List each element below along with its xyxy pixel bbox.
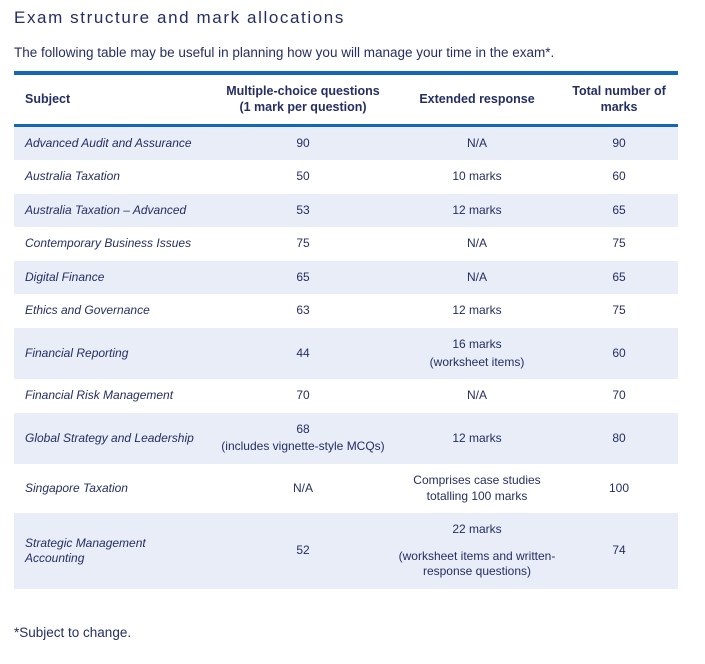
total-marks-cell: 74 xyxy=(612,543,626,558)
total-marks-cell: 100 xyxy=(608,480,630,495)
table-row: Global Strategy and Leadership 68 (includ… xyxy=(14,412,678,465)
mcq-value: 75 xyxy=(296,236,310,251)
extended-response-cell: N/A xyxy=(394,379,560,413)
column-header-label: Multiple-choice questions xyxy=(226,84,380,98)
extended-value: N/A xyxy=(466,135,487,150)
total-marks-cell: 90 xyxy=(612,135,626,150)
subject-cell: Digital Finance xyxy=(25,269,105,284)
extended-response-cell: 12 marks xyxy=(394,413,560,464)
mcq-value: 68 xyxy=(296,421,310,436)
subject-cell: Global Strategy and Leadership xyxy=(25,430,194,445)
mcq-cell: 63 xyxy=(212,294,394,328)
extended-response-cell: 10 marks xyxy=(394,160,560,194)
extended-response-cell: 12 marks xyxy=(394,294,560,328)
table-header: Subject Multiple-choice questions (1 mark… xyxy=(14,73,678,127)
mcq-value: 53 xyxy=(296,202,310,217)
mcq-cell: 50 xyxy=(212,160,394,194)
subject-cell: Australia Taxation – Advanced xyxy=(25,202,187,217)
extended-value: 12 marks xyxy=(452,303,502,318)
column-header-subject: Subject xyxy=(14,73,212,127)
column-header-label: Extended response xyxy=(419,92,535,107)
mcq-cell: 68 (includes vignette-style MCQs) xyxy=(212,413,394,464)
subject-cell: Strategic Management Accounting xyxy=(25,535,146,566)
extended-value: 10 marks xyxy=(452,169,502,184)
extended-note: (worksheet items and written-response qu… xyxy=(398,548,556,579)
mcq-value: N/A xyxy=(292,480,313,495)
subject-cell: Advanced Audit and Assurance xyxy=(25,135,192,150)
subject-cell: Australia Taxation xyxy=(25,169,120,184)
extended-response-cell: 16 marks (worksheet items) xyxy=(394,328,560,379)
mcq-value: 65 xyxy=(296,269,310,284)
extended-response-cell: Comprises case studies totalling 100 mar… xyxy=(394,464,560,513)
extended-value: 22 marks xyxy=(452,522,502,537)
mcq-value: 50 xyxy=(296,169,310,184)
extended-response-cell: N/A xyxy=(394,125,560,160)
column-header-mcq: Multiple-choice questions (1 mark per que… xyxy=(212,73,394,127)
subject-cell: Contemporary Business Issues xyxy=(25,236,192,251)
mcq-value: 70 xyxy=(296,388,310,403)
extended-value: N/A xyxy=(466,269,487,284)
total-marks-cell: 65 xyxy=(612,202,626,217)
table-row: Financial Reporting 44 16 marks (workshee… xyxy=(14,328,678,380)
table-row: Financial Risk Management 70 N/A 70 xyxy=(14,379,678,413)
mcq-cell: 53 xyxy=(212,194,394,228)
table-row: Ethics and Governance 63 12 marks 75 xyxy=(14,294,678,329)
page-title: Exam structure and mark allocations xyxy=(14,8,345,27)
extended-value: N/A xyxy=(466,236,487,251)
header-row: Subject Multiple-choice questions (1 mark… xyxy=(14,73,678,127)
intro-text: The following table may be useful in pla… xyxy=(14,45,555,60)
mcq-value: 44 xyxy=(296,345,310,360)
column-header-label: Total number of marks xyxy=(572,84,666,115)
mcq-cell: 90 xyxy=(212,125,394,160)
extended-response-cell: 22 marks (worksheet items and written-res… xyxy=(394,513,560,589)
extended-value: 12 marks xyxy=(452,202,502,217)
column-header-total-marks: Total number of marks xyxy=(560,73,678,127)
extended-note: (worksheet items) xyxy=(429,354,525,369)
total-marks-cell: 65 xyxy=(612,269,626,284)
mcq-cell: 52 xyxy=(212,513,394,589)
exam-structure-table: Subject Multiple-choice questions (1 mark… xyxy=(14,71,678,589)
extended-value: N/A xyxy=(466,388,487,403)
table-row: Digital Finance 65 N/A 65 xyxy=(14,260,678,295)
subject-cell: Financial Reporting xyxy=(25,345,129,360)
table-row: Australia Taxation 50 10 marks 60 xyxy=(14,160,678,194)
mcq-value: 52 xyxy=(296,543,310,558)
table-row: Australia Taxation – Advanced 53 12 mark… xyxy=(14,193,678,228)
document-page: Exam structure and mark allocations The … xyxy=(14,8,678,640)
table-row: Strategic Management Accounting 52 22 ma… xyxy=(14,513,678,589)
subject-cell: Singapore Taxation xyxy=(25,480,128,495)
mcq-note: (includes vignette-style MCQs) xyxy=(221,439,385,454)
mcq-value: 90 xyxy=(296,135,310,150)
total-marks-cell: 75 xyxy=(612,236,626,251)
table-row: Singapore Taxation N/A Comprises case st… xyxy=(14,464,678,514)
column-header-sublabel: (1 mark per question) xyxy=(239,100,367,115)
subject-cell: Ethics and Governance xyxy=(25,303,150,318)
total-marks-cell: 75 xyxy=(612,303,626,318)
column-header-extended-response: Extended response xyxy=(394,73,560,127)
footnote-text: *Subject to change. xyxy=(14,625,132,640)
mcq-cell: N/A xyxy=(212,464,394,513)
extended-response-cell: 12 marks xyxy=(394,194,560,228)
extended-value: Comprises case studies totalling 100 mar… xyxy=(413,473,541,503)
mcq-cell: 75 xyxy=(212,227,394,261)
extended-value: 12 marks xyxy=(452,430,502,445)
mcq-cell: 44 xyxy=(212,328,394,379)
total-marks-cell: 70 xyxy=(612,388,626,403)
mcq-cell: 65 xyxy=(212,261,394,295)
mcq-value: 63 xyxy=(296,303,310,318)
extended-value: 16 marks xyxy=(452,337,502,352)
subject-cell: Financial Risk Management xyxy=(25,388,174,403)
column-header-label: Subject xyxy=(25,92,71,107)
extended-response-cell: N/A xyxy=(394,227,560,261)
table-body: Advanced Audit and Assurance 90 N/A 90 A… xyxy=(14,125,678,589)
total-marks-cell: 80 xyxy=(612,430,626,445)
mcq-cell: 70 xyxy=(212,379,394,413)
extended-response-cell: N/A xyxy=(394,261,560,295)
table-row: Advanced Audit and Assurance 90 N/A 90 xyxy=(14,125,678,161)
total-marks-cell: 60 xyxy=(612,169,626,184)
total-marks-cell: 60 xyxy=(612,345,626,360)
table-row: Contemporary Business Issues 75 N/A 75 xyxy=(14,227,678,261)
